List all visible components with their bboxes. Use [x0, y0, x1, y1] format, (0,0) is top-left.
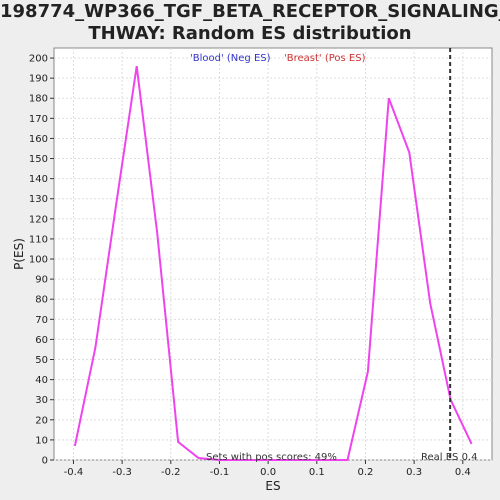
y-tick-label: 170: [29, 114, 48, 125]
x-tick-label: -0.2: [161, 467, 181, 478]
x-tick-label: -0.3: [112, 467, 132, 478]
y-tick-label: 120: [29, 214, 48, 225]
chart-title-line-2: THWAY: Random ES distribution: [88, 23, 412, 44]
y-tick-label: 50: [35, 355, 48, 366]
y-tick-label: 130: [29, 194, 48, 205]
y-tick-label: 60: [35, 335, 48, 346]
y-tick-label: 10: [35, 435, 48, 446]
y-tick-label: 150: [29, 154, 48, 165]
es-distribution-line: [73, 65, 473, 461]
y-tick-label: 30: [35, 395, 48, 406]
y-tick-label: 140: [29, 174, 48, 185]
chart-title: 198774_WP366_TGF_BETA_RECEPTOR_SIGNALING…: [0, 1, 500, 45]
x-tick-label: 0.3: [406, 467, 422, 478]
legend-pos-es: 'Breast' (Pos ES): [284, 53, 366, 64]
chart-title-line-1: 198774_WP366_TGF_BETA_RECEPTOR_SIGNALING…: [0, 1, 500, 22]
pos-scores-label: Sets with pos scores: 49%: [206, 452, 337, 463]
y-tick-label: 160: [29, 134, 48, 145]
y-tick-label: 0: [42, 456, 48, 467]
y-tick-label: 20: [35, 415, 48, 426]
x-tick-label: 0.1: [309, 467, 325, 478]
y-axis-label: P(ES): [12, 238, 26, 270]
y-tick-label: 200: [29, 54, 48, 65]
x-axis-ticks: -0.4 -0.3 -0.2 -0.1 0.0 0.1 0.2 0.3 0.4: [64, 460, 471, 478]
y-tick-label: 80: [35, 295, 48, 306]
x-tick-label: -0.4: [64, 467, 84, 478]
grid-lines: [54, 48, 492, 461]
y-tick-label: 40: [35, 375, 48, 386]
real-es-label: Real ES 0.4: [421, 452, 477, 463]
y-tick-label: 90: [35, 275, 48, 286]
y-tick-label: 190: [29, 74, 48, 85]
y-tick-label: 110: [29, 234, 48, 245]
x-tick-label: 0.2: [358, 467, 374, 478]
y-tick-label: 100: [29, 255, 48, 266]
y-axis-ticks: 0 10 20 30 40 50 60 70 80 90 100 110 120 130 140 150 160…: [29, 54, 54, 467]
plot-area: [53, 47, 493, 461]
x-tick-label: -0.1: [210, 467, 230, 478]
x-tick-label: 0.4: [455, 467, 471, 478]
x-tick-label: 0.0: [260, 467, 276, 478]
legend-neg-es: 'Blood' (Neg ES): [190, 53, 271, 64]
y-tick-label: 70: [35, 315, 48, 326]
y-tick-label: 180: [29, 94, 48, 105]
x-axis-label: ES: [265, 479, 280, 493]
